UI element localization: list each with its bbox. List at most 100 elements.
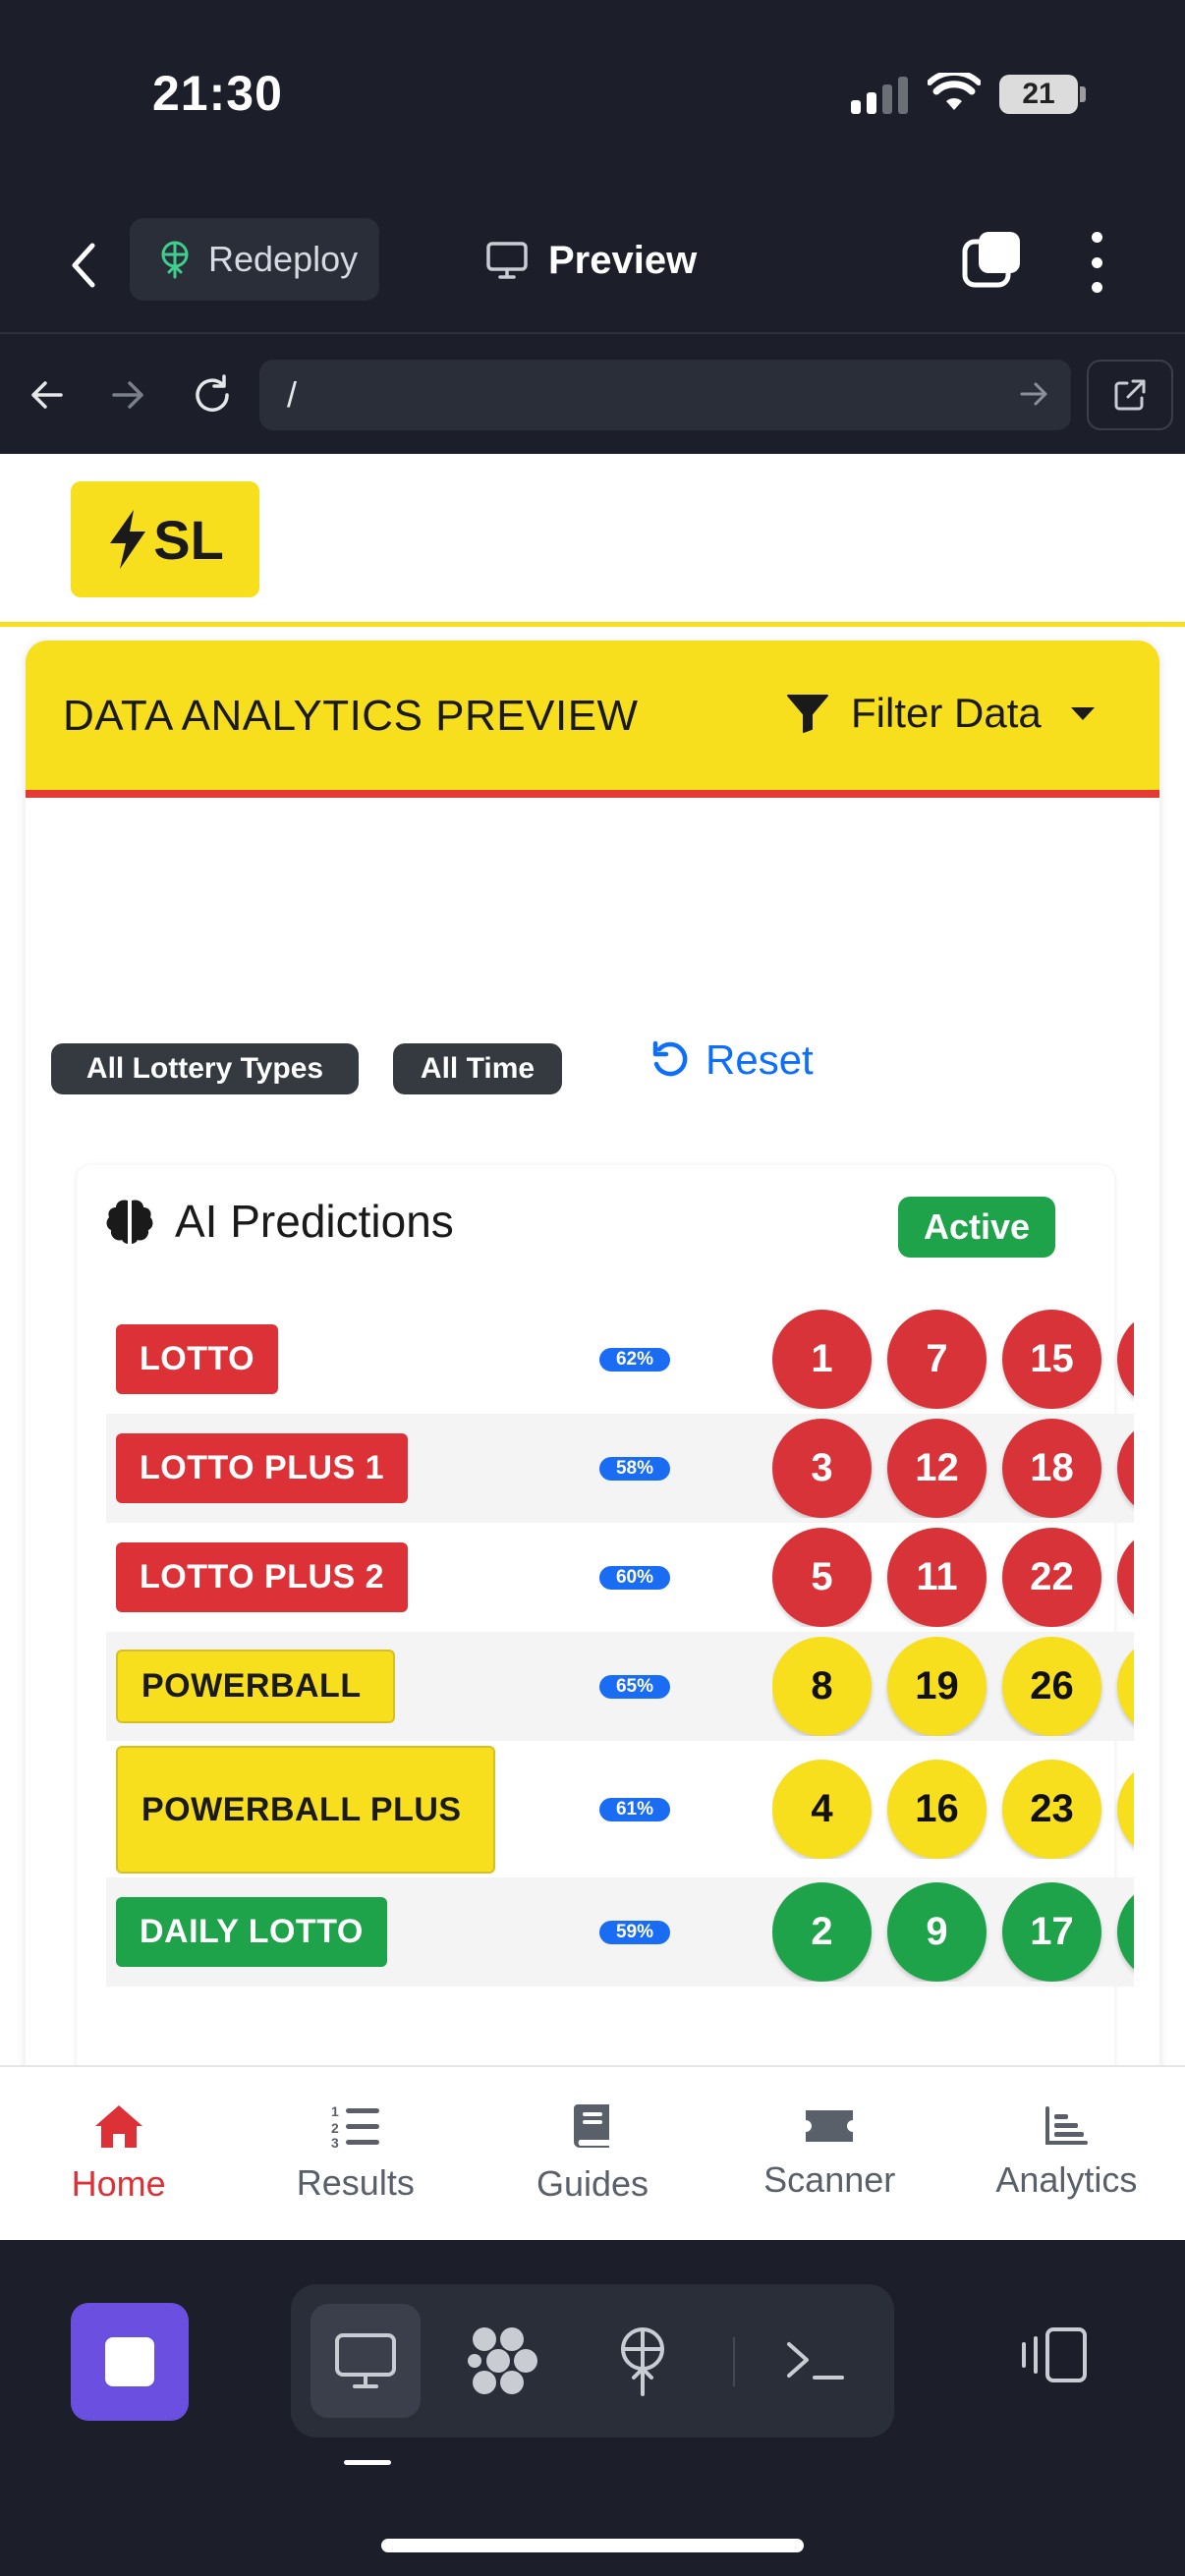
- tab-preview[interactable]: [310, 2304, 421, 2418]
- lottery-name-badge: LOTTO: [116, 1324, 279, 1394]
- nav-home[interactable]: Home: [0, 2067, 237, 2240]
- bar-chart-icon: [1045, 2106, 1089, 2145]
- chevron-left-icon: [72, 243, 95, 288]
- number-ball: 5: [772, 1528, 872, 1627]
- number-ball: 23: [1002, 1760, 1101, 1859]
- number-ball: 4: [772, 1760, 872, 1859]
- stop-icon: [105, 2337, 154, 2386]
- browser-bar: /: [0, 336, 1185, 454]
- time-range-filter-chip[interactable]: All Time: [393, 1043, 562, 1094]
- nav-label: Home: [71, 2163, 166, 2204]
- home-indicator: [381, 2539, 804, 2552]
- lottery-type-filter-chip[interactable]: All Lottery Types: [51, 1043, 359, 1094]
- brain-icon: [106, 1200, 153, 1244]
- number-ball: 8: [772, 1637, 872, 1736]
- go-arrow-icon[interactable]: [1018, 377, 1051, 411]
- preview-title: Preview: [548, 238, 698, 282]
- tabs-icon[interactable]: [961, 228, 1024, 291]
- number-ball: 15: [1002, 1310, 1101, 1409]
- number-ball: 2: [772, 1882, 872, 1982]
- nav-scanner[interactable]: Scanner: [711, 2067, 948, 2240]
- filter-label: Filter Data: [851, 690, 1042, 736]
- more-options-icon[interactable]: [1079, 228, 1114, 297]
- number-ball: 18: [1002, 1419, 1101, 1518]
- caret-down-icon: [1070, 706, 1095, 720]
- number-balls: 3 12 18: [772, 1419, 1134, 1518]
- redeploy-button[interactable]: Redeploy: [130, 218, 379, 301]
- confidence-badge: 61%: [599, 1798, 670, 1821]
- lottery-name-badge: DAILY LOTTO: [116, 1897, 387, 1967]
- tab-shell[interactable]: [761, 2304, 871, 2418]
- lottery-name-badge: POWERBALL PLUS: [116, 1746, 495, 1874]
- arrow-right-icon: [112, 381, 143, 409]
- panel-title: DATA ANALYTICS PREVIEW: [63, 692, 639, 740]
- number-ball: 7: [887, 1310, 987, 1409]
- table-row: POWERBALL 65% 8 19 26: [106, 1632, 1134, 1741]
- open-external-button[interactable]: [1087, 360, 1173, 430]
- deploy-icon: [621, 2327, 664, 2396]
- nav-analytics[interactable]: Analytics: [948, 2067, 1185, 2240]
- svg-text:3: 3: [331, 2135, 339, 2149]
- nav-label: Results: [296, 2162, 415, 2203]
- confidence-badge: 62%: [599, 1348, 670, 1372]
- bottom-navigation: Home 1 2 3 Results Guides Scanner: [0, 2065, 1185, 2240]
- table-row: POWERBALL PLUS 61% 4 16 23: [106, 1741, 1134, 1877]
- book-icon: [574, 2104, 609, 2148]
- tab-deployments[interactable]: [588, 2304, 698, 2418]
- deploy-icon: [161, 241, 189, 279]
- number-balls: 1 7 15: [772, 1310, 1134, 1409]
- reload-button[interactable]: [183, 365, 242, 424]
- cellular-signal-icon: [851, 77, 908, 114]
- list-ordered-icon: 1 2 3: [331, 2103, 379, 2149]
- filter-data-dropdown[interactable]: Filter Data: [786, 690, 1095, 737]
- number-balls: 2 9 17: [772, 1882, 1134, 1982]
- number-ball-partial: [1117, 1882, 1134, 1982]
- number-ball: 19: [887, 1637, 987, 1736]
- preview-tab[interactable]: Preview: [485, 226, 697, 295]
- terminal-icon: [787, 2342, 844, 2380]
- url-input[interactable]: /: [259, 360, 1071, 430]
- monitor-icon: [486, 242, 528, 279]
- chip-label: All Lottery Types: [85, 1052, 324, 1085]
- browser-back-button[interactable]: [18, 365, 77, 424]
- reset-label: Reset: [705, 1036, 814, 1083]
- number-ball-partial: [1117, 1419, 1134, 1518]
- confidence-badge: 58%: [599, 1457, 670, 1481]
- number-ball-partial: [1117, 1310, 1134, 1409]
- home-icon: [94, 2105, 142, 2148]
- status-badge: Active: [898, 1197, 1055, 1258]
- back-button[interactable]: [59, 231, 108, 300]
- ide-toolbar: [0, 2240, 1185, 2576]
- lottery-name-badge: LOTTO PLUS 1: [116, 1433, 409, 1503]
- site-logo[interactable]: SL: [71, 481, 259, 597]
- device-switch-icon[interactable]: [1018, 2326, 1089, 2383]
- stop-button[interactable]: [71, 2303, 189, 2421]
- table-row: LOTTO PLUS 1 58% 3 12 18: [106, 1414, 1134, 1523]
- confidence-badge: 65%: [599, 1675, 670, 1699]
- number-ball-partial: [1117, 1637, 1134, 1736]
- number-ball: 11: [887, 1528, 987, 1627]
- card-title: AI Predictions: [104, 1195, 454, 1248]
- ticket-icon: [806, 2110, 854, 2142]
- number-ball: 9: [887, 1882, 987, 1982]
- app-header: Redeploy Preview: [0, 187, 1185, 334]
- nav-guides[interactable]: Guides: [474, 2067, 710, 2240]
- reset-button[interactable]: Reset: [650, 1036, 814, 1084]
- svg-text:2: 2: [331, 2120, 339, 2136]
- filter-icon: [787, 695, 828, 733]
- card-title-text: AI Predictions: [175, 1196, 454, 1247]
- tab-workflows[interactable]: [448, 2304, 558, 2418]
- predictions-table: LOTTO 62% 1 7 15 LOTTO PLUS 1 58% 3 1: [106, 1305, 1134, 1987]
- number-balls: 5 11 22: [772, 1528, 1134, 1627]
- number-ball: 1: [772, 1310, 872, 1409]
- web-content: SL DATA ANALYTICS PREVIEW Filter Data Al…: [0, 454, 1185, 2240]
- lottery-name-badge: POWERBALL: [116, 1650, 395, 1723]
- site-header: SL: [0, 454, 1185, 627]
- number-ball-partial: [1117, 1760, 1134, 1859]
- lottery-name-badge: LOTTO PLUS 2: [116, 1542, 409, 1612]
- number-ball: 26: [1002, 1637, 1101, 1736]
- browser-forward-button[interactable]: [98, 365, 157, 424]
- table-row: DAILY LOTTO 59% 2 9 17: [106, 1877, 1134, 1987]
- ai-predictions-card: AI Predictions Active LOTTO 62% 1 7 15: [77, 1165, 1134, 2240]
- nav-results[interactable]: 1 2 3 Results: [237, 2067, 474, 2240]
